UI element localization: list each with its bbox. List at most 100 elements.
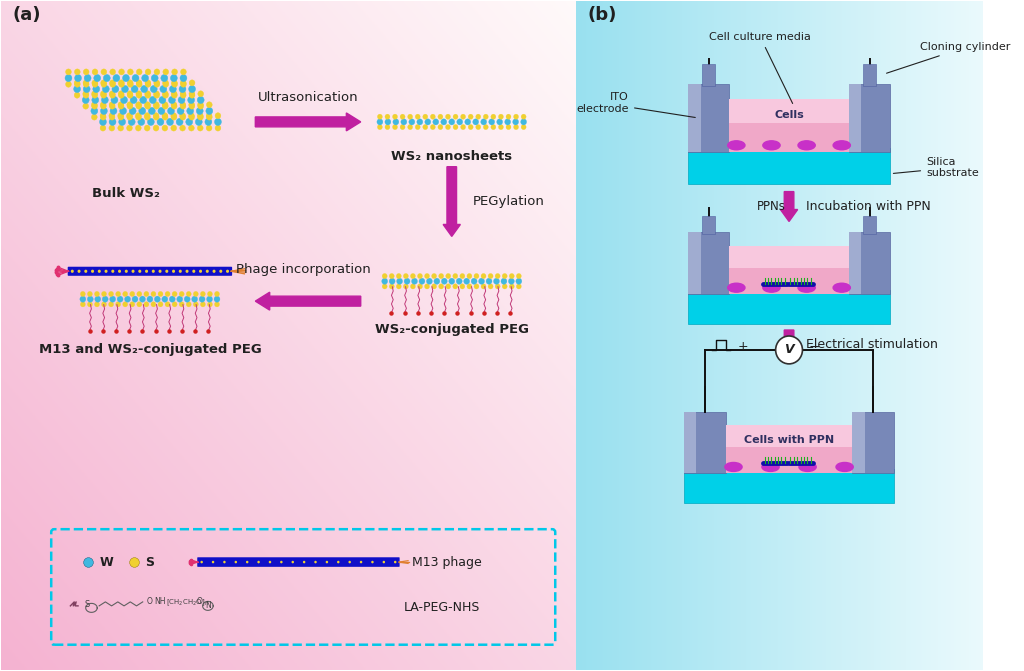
- Circle shape: [207, 102, 212, 108]
- Circle shape: [378, 114, 382, 119]
- Circle shape: [103, 74, 111, 82]
- Circle shape: [268, 561, 271, 564]
- FancyBboxPatch shape: [850, 84, 861, 152]
- Circle shape: [359, 561, 362, 564]
- Circle shape: [453, 114, 458, 119]
- Circle shape: [501, 278, 507, 285]
- Circle shape: [163, 103, 168, 109]
- Circle shape: [189, 80, 195, 86]
- Ellipse shape: [834, 141, 850, 150]
- Circle shape: [111, 97, 118, 103]
- Circle shape: [205, 118, 212, 125]
- Circle shape: [433, 119, 438, 125]
- Circle shape: [189, 92, 195, 98]
- Circle shape: [100, 113, 105, 119]
- Circle shape: [180, 103, 186, 109]
- Circle shape: [99, 118, 106, 125]
- Circle shape: [440, 119, 446, 125]
- Circle shape: [199, 270, 202, 273]
- Ellipse shape: [836, 462, 853, 472]
- Circle shape: [246, 561, 249, 564]
- Circle shape: [127, 92, 133, 98]
- Circle shape: [102, 296, 109, 302]
- Circle shape: [136, 69, 142, 75]
- Circle shape: [118, 102, 124, 108]
- Circle shape: [119, 80, 124, 86]
- Circle shape: [445, 284, 451, 289]
- Circle shape: [509, 284, 514, 289]
- Circle shape: [121, 97, 128, 103]
- Text: LA-PEG-NHS: LA-PEG-NHS: [403, 601, 480, 615]
- Circle shape: [136, 80, 142, 86]
- Circle shape: [95, 296, 100, 302]
- Circle shape: [171, 113, 176, 119]
- Circle shape: [167, 118, 173, 125]
- Circle shape: [154, 81, 160, 87]
- Circle shape: [132, 296, 138, 302]
- FancyArrow shape: [255, 113, 360, 131]
- Circle shape: [430, 114, 435, 119]
- Circle shape: [128, 118, 135, 125]
- Circle shape: [199, 296, 205, 302]
- Circle shape: [144, 302, 148, 307]
- Circle shape: [382, 274, 387, 278]
- Circle shape: [144, 125, 151, 131]
- FancyBboxPatch shape: [68, 267, 232, 276]
- Circle shape: [193, 270, 196, 273]
- Circle shape: [109, 125, 115, 131]
- Circle shape: [400, 125, 406, 130]
- Circle shape: [464, 278, 470, 285]
- Circle shape: [514, 125, 518, 130]
- Circle shape: [214, 302, 219, 307]
- Circle shape: [162, 114, 168, 120]
- Circle shape: [377, 119, 383, 125]
- Circle shape: [104, 270, 108, 273]
- Circle shape: [83, 80, 89, 86]
- Circle shape: [91, 107, 97, 115]
- Circle shape: [93, 85, 99, 93]
- Circle shape: [141, 74, 148, 82]
- Text: W: W: [99, 556, 113, 568]
- Circle shape: [100, 91, 106, 97]
- Circle shape: [110, 118, 116, 125]
- Circle shape: [171, 91, 177, 97]
- Circle shape: [135, 113, 141, 119]
- Circle shape: [393, 119, 398, 125]
- Circle shape: [157, 118, 164, 125]
- Circle shape: [400, 114, 406, 119]
- Circle shape: [125, 296, 130, 302]
- Circle shape: [87, 302, 92, 307]
- Circle shape: [179, 291, 184, 297]
- Circle shape: [453, 284, 458, 289]
- Text: N: N: [205, 601, 211, 611]
- Circle shape: [461, 125, 466, 130]
- Circle shape: [116, 291, 121, 297]
- Circle shape: [109, 302, 114, 307]
- Circle shape: [468, 125, 473, 130]
- Circle shape: [403, 284, 409, 289]
- Circle shape: [497, 119, 503, 125]
- Circle shape: [84, 74, 91, 82]
- Circle shape: [127, 113, 132, 119]
- Circle shape: [160, 85, 167, 93]
- Circle shape: [417, 119, 423, 125]
- Text: S: S: [85, 601, 90, 609]
- Circle shape: [112, 270, 115, 273]
- FancyBboxPatch shape: [684, 412, 696, 474]
- Circle shape: [476, 114, 480, 119]
- Text: PPNs: PPNs: [758, 199, 786, 213]
- Circle shape: [163, 80, 168, 86]
- Circle shape: [419, 278, 425, 285]
- Circle shape: [148, 107, 156, 115]
- Circle shape: [502, 274, 507, 278]
- Circle shape: [97, 270, 100, 273]
- FancyArrow shape: [255, 292, 360, 310]
- Circle shape: [408, 114, 413, 119]
- Circle shape: [418, 274, 423, 278]
- Circle shape: [172, 69, 177, 75]
- Circle shape: [404, 278, 410, 285]
- Circle shape: [130, 291, 135, 297]
- Circle shape: [488, 119, 495, 125]
- Circle shape: [101, 69, 106, 75]
- Circle shape: [180, 102, 185, 108]
